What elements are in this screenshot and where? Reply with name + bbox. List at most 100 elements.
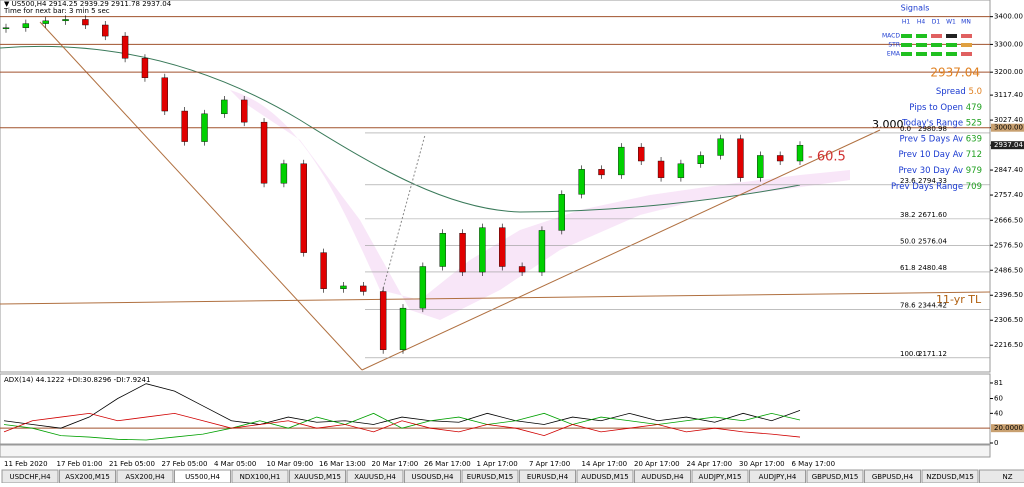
x-tick-label: 20 Apr 17:00 [634,460,680,468]
fib-price: 2480.48 [918,264,947,272]
candle [618,147,624,175]
y-tick-label: 2396.50 [994,291,1023,299]
y-tick-label: 0 [994,439,998,447]
candle [757,155,763,177]
signal-tf: MN [961,19,971,26]
candle [241,100,247,122]
info-label: Prev 30 Day Av [898,166,963,176]
signal-cell [931,34,942,38]
tab-label[interactable]: NZ [1002,473,1012,481]
annotation: - 60.5 [808,150,846,165]
x-tick-label: 14 Apr 17:00 [582,460,628,468]
annotation: 3.000 [872,118,904,131]
y-tick-label: 40 [994,409,1003,417]
tab-label[interactable]: NZDUSD,M15 [926,473,974,481]
tab-label[interactable]: XAUUSD,H4 [354,473,396,481]
x-tick-label: 1 Apr 17:00 [477,460,518,468]
candle [400,308,406,350]
y-tick-label: 81 [994,379,1003,387]
tab-label[interactable]: USOUSD,H4 [412,473,455,481]
info-label: Today's Range [901,118,963,128]
tab-label[interactable]: AUDJPY,H4 [759,473,797,481]
x-tick-label: 20 Mar 17:00 [372,460,419,468]
x-tick-label: 11 Feb 2020 [4,460,48,468]
candle [261,122,267,183]
signal-cell [916,34,927,38]
info-price: 2937.04 [930,66,980,80]
signal-cell [931,43,942,47]
x-tick-label: 27 Feb 05:00 [162,460,208,468]
info-line: Spread 5.0 [936,87,982,97]
info-value: 712 [966,150,982,160]
candle [301,164,307,253]
tab-label[interactable]: ASX200,H4 [125,473,165,481]
candle [420,267,426,309]
fib-ratio: 78.6 [900,302,916,310]
tab-label[interactable]: AUDUSD,M15 [581,473,628,481]
tab-label[interactable]: US500,H4 [185,473,220,481]
x-tick-label: 24 Apr 17:00 [687,460,733,468]
candle [281,164,287,183]
y-tick-label: 2847.40 [994,166,1023,174]
signal-cell [961,43,972,47]
info-value: 479 [966,102,982,112]
x-tick-label: 21 Feb 05:00 [109,460,155,468]
x-tick-label: 7 Apr 17:00 [529,460,570,468]
info-label: Prev Days Range [891,181,963,191]
tab-label[interactable]: XAUUSD,M15 [294,473,341,481]
y-tick-label: 60 [994,395,1003,403]
tab-label[interactable]: GBPUSD,H4 [872,473,914,481]
info-label: Spread [936,87,966,97]
candle [559,194,565,230]
signals-title: Signals [901,4,930,13]
tab-label[interactable]: AUDJPY,M15 [699,473,742,481]
signal-cell [901,34,912,38]
tab-label[interactable]: USDCHF,H4 [9,473,51,481]
candle [539,230,545,272]
candle [360,286,366,292]
candle [718,139,724,156]
candle [162,78,168,111]
y-tick-label: 3117.40 [994,91,1023,99]
header-timer: Time for next bar: 3 min 5 sec [3,7,110,15]
candle [737,139,743,178]
candle [599,169,605,175]
x-tick-label: 26 Mar 17:00 [424,460,471,468]
x-tick-label: 30 Apr 17:00 [739,460,785,468]
signal-cell [946,43,957,47]
tab-label[interactable]: EURUSD,H4 [527,473,569,481]
tab-label[interactable]: GBPUSD,M15 [812,473,859,481]
y-tick-label: 2306.50 [994,316,1023,324]
candle [698,155,704,163]
info-label: Pips to Open [909,102,963,112]
tab-label[interactable]: EURUSD,M15 [467,473,514,481]
x-tick-label: 17 Feb 01:00 [57,460,103,468]
candle [678,164,684,178]
signal-strip [0,445,990,457]
info-value: 639 [966,134,982,144]
info-label: Prev 10 Day Av [898,150,963,160]
tab-label[interactable]: ASX200,M15 [65,473,110,481]
candle [3,28,9,29]
info-value: 709 [966,181,982,191]
tab-label[interactable]: AUDUSD,H4 [641,473,684,481]
fib-price: 2344.42 [918,302,947,310]
y-tick-label: 2666.50 [994,216,1023,224]
candle [460,233,466,272]
candle [102,25,108,36]
signal-row: EMA [887,51,901,58]
signal-cell [961,34,972,38]
signal-row: STR [888,42,900,49]
info-line: Prev Days Range 709 [891,181,982,191]
x-tick-label: 10 Mar 09:00 [267,460,314,468]
fib-ratio: 61.8 [900,264,916,272]
candle [638,147,644,161]
signal-cell [946,52,957,56]
candle [579,169,585,194]
y-tick-label: 2486.50 [994,266,1023,274]
tab-label[interactable]: NDX100,H1 [240,473,281,481]
y-tick-label: 3400.00 [994,13,1023,21]
info-line: Prev 10 Day Av 712 [898,150,982,160]
candle [63,19,69,20]
candle [440,233,446,266]
